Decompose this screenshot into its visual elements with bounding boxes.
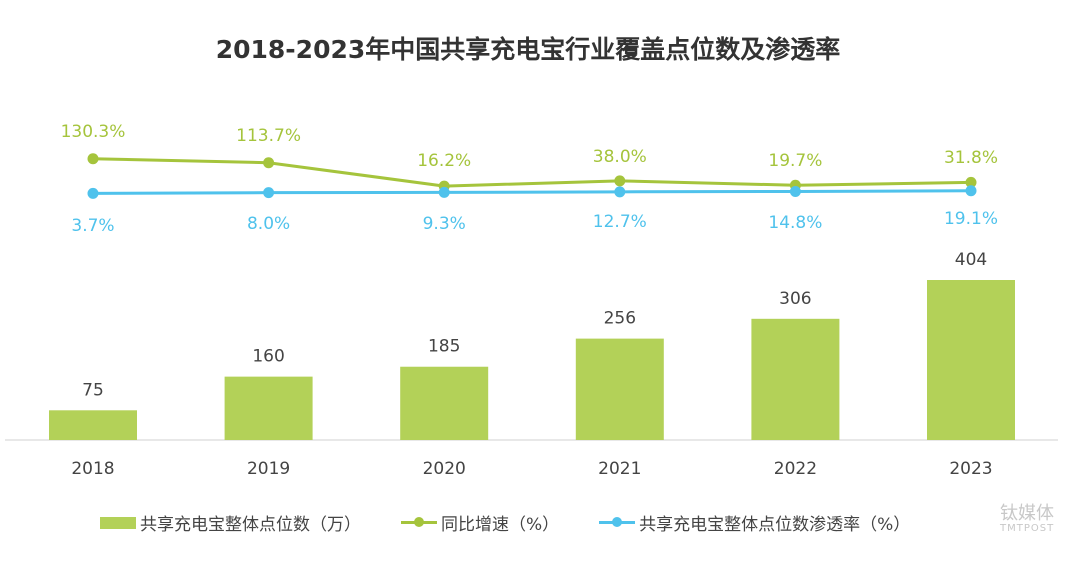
growth-line	[92, 157, 972, 188]
legend: 共享充电宝整体点位数（万） 同比增速（%） 共享充电宝整体点位数渗透率（%）	[100, 510, 910, 535]
bar	[927, 280, 1015, 440]
legend-item-bar: 共享充电宝整体点位数（万）	[100, 510, 361, 535]
growth-data-label: 130.3%	[61, 122, 126, 142]
bar	[49, 410, 137, 440]
bar	[400, 366, 489, 440]
legend-swatch-bar	[100, 516, 136, 529]
legend-label: 共享充电宝整体点位数渗透率（%）	[639, 515, 911, 535]
bar-label: 256	[604, 309, 636, 329]
chart-title: 2018-2023年中国共享充电宝行业覆盖点位数及渗透率	[216, 35, 841, 64]
growth-data-label: 16.2%	[417, 151, 471, 171]
x-tick-label: 2022	[774, 459, 817, 479]
growth-data-label: 113.7%	[236, 126, 301, 146]
bar-label: 306	[779, 289, 811, 309]
legend-label: 共享充电宝整体点位数（万）	[140, 515, 361, 535]
penetration-data-label: 19.1%	[944, 209, 998, 229]
penetration-point	[789, 185, 801, 197]
chart: 2018-2023年中国共享充电宝行业覆盖点位数及渗透率 75 2018 160 20…	[5, 35, 1058, 479]
growth-point	[263, 157, 275, 169]
watermark-name: 钛媒体	[1000, 503, 1054, 524]
x-tick-label: 2023	[949, 459, 992, 479]
growth-data-label: 19.7%	[768, 151, 822, 171]
penetration-data-label: 8.0%	[247, 214, 290, 234]
legend-swatch-growth	[401, 517, 437, 527]
x-tick-label: 2018	[71, 459, 114, 479]
bar-label: 404	[955, 250, 987, 270]
growth-point	[87, 153, 99, 165]
penetration-point	[87, 187, 99, 199]
penetration-point	[965, 185, 977, 197]
x-tick-label: 2021	[598, 459, 641, 479]
penetration-point	[438, 186, 450, 198]
watermark-sub: TMTPOST	[1000, 523, 1055, 534]
watermark-logo: 钛媒体 TMTPOST	[1000, 505, 1054, 535]
growth-point	[614, 175, 626, 187]
bar-label: 185	[428, 337, 460, 357]
growth-data-label: 31.8%	[944, 148, 998, 168]
penetration-data-label: 14.8%	[768, 213, 822, 233]
bar	[575, 338, 664, 440]
penetration-data-label: 9.3%	[423, 214, 466, 234]
penetration-data-label: 12.7%	[593, 212, 647, 232]
bar	[224, 376, 313, 440]
bar-label: 160	[252, 347, 284, 367]
legend-item-growth: 同比增速（%）	[401, 510, 559, 535]
penetration-data-label: 3.7%	[71, 216, 114, 236]
growth-point	[965, 176, 977, 188]
growth-data-label: 38.0%	[593, 147, 647, 167]
bar-label: 75	[82, 380, 104, 400]
legend-label: 同比增速（%）	[441, 515, 560, 535]
penetration-point	[614, 186, 626, 198]
x-tick-label: 2020	[423, 459, 466, 479]
penetration-line	[92, 189, 972, 195]
bar	[751, 318, 840, 440]
penetration-point	[263, 187, 275, 199]
x-tick-label: 2019	[247, 459, 290, 479]
legend-swatch-penetration	[599, 517, 636, 527]
legend-item-penetration: 共享充电宝整体点位数渗透率（%）	[599, 510, 910, 535]
